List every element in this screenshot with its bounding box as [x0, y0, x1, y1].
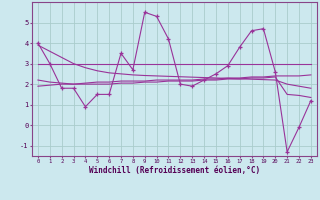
X-axis label: Windchill (Refroidissement éolien,°C): Windchill (Refroidissement éolien,°C): [89, 166, 260, 175]
